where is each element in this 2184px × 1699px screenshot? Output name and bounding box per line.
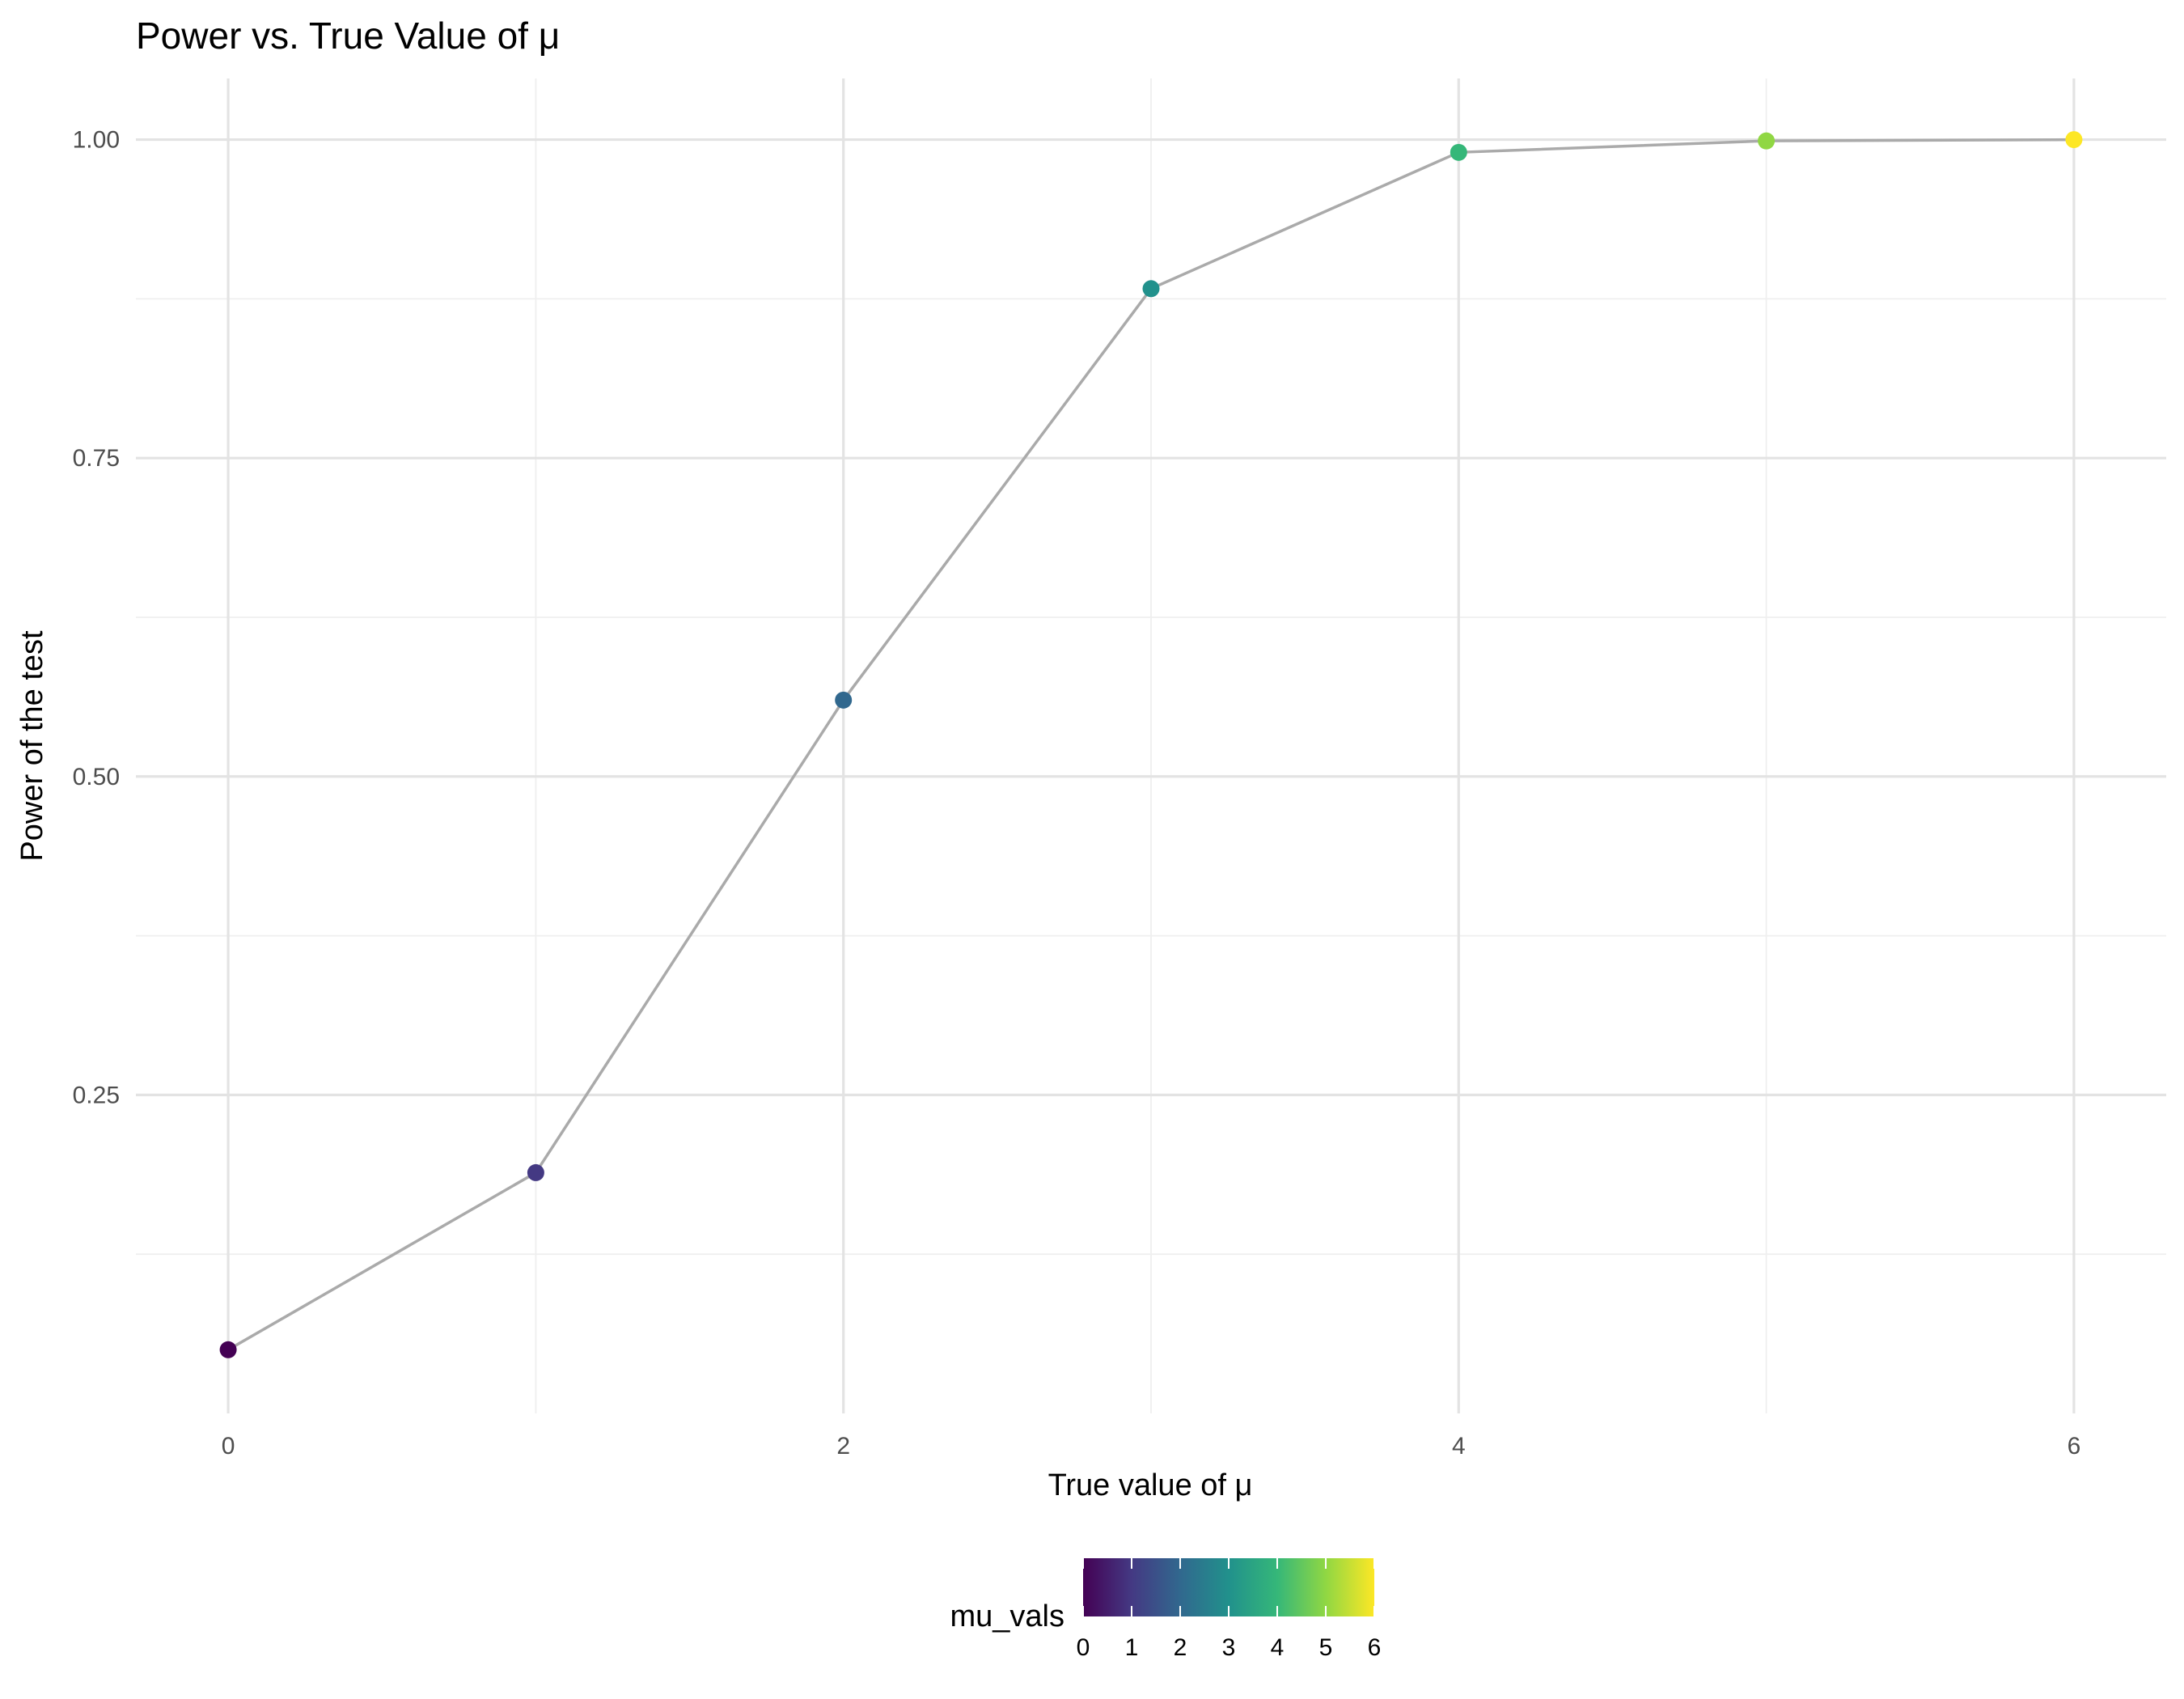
- y-tick-label: 0.50: [73, 764, 120, 790]
- colorbar-ticks: 0 1 2 3 4 5 6: [1077, 1558, 1382, 1661]
- y-tick-label: 0.75: [73, 445, 120, 472]
- data-points: [219, 131, 2083, 1358]
- y-tick-label: 1.00: [73, 127, 120, 154]
- colorbar-tick-label: 1: [1125, 1634, 1139, 1661]
- colorbar-tick-label: 2: [1174, 1634, 1187, 1661]
- colorbar-tick-label: 6: [1368, 1634, 1382, 1661]
- y-axis-ticks: 0.25 0.50 0.75 1.00: [73, 127, 120, 1109]
- data-point: [219, 1341, 237, 1358]
- colorbar-tick-label: 4: [1271, 1634, 1285, 1661]
- legend-title: mu_vals: [950, 1599, 1065, 1633]
- color-legend: mu_vals 0 1 2 3 4 5 6: [950, 1558, 1382, 1661]
- y-axis-label: Power of the test: [15, 630, 49, 862]
- data-point: [1142, 280, 1160, 298]
- chart-title: Power vs. True Value of μ: [136, 15, 560, 57]
- data-point: [835, 691, 853, 709]
- colorbar-tick-label: 5: [1319, 1634, 1333, 1661]
- y-tick-label: 0.25: [73, 1082, 120, 1108]
- colorbar-tick-label: 3: [1222, 1634, 1236, 1661]
- data-point: [1450, 143, 1467, 161]
- data-point: [527, 1163, 544, 1181]
- x-tick-label: 0: [222, 1433, 235, 1460]
- x-tick-label: 4: [1452, 1433, 1466, 1460]
- data-point: [2065, 131, 2083, 149]
- gridlines: [136, 78, 2166, 1413]
- colorbar-tick-label: 0: [1077, 1634, 1090, 1661]
- x-tick-label: 6: [2068, 1433, 2081, 1460]
- x-axis-ticks: 0 2 4 6: [222, 1433, 2081, 1460]
- data-point: [1758, 132, 1776, 150]
- x-tick-label: 2: [836, 1433, 850, 1460]
- x-axis-label: True value of μ: [1048, 1468, 1253, 1502]
